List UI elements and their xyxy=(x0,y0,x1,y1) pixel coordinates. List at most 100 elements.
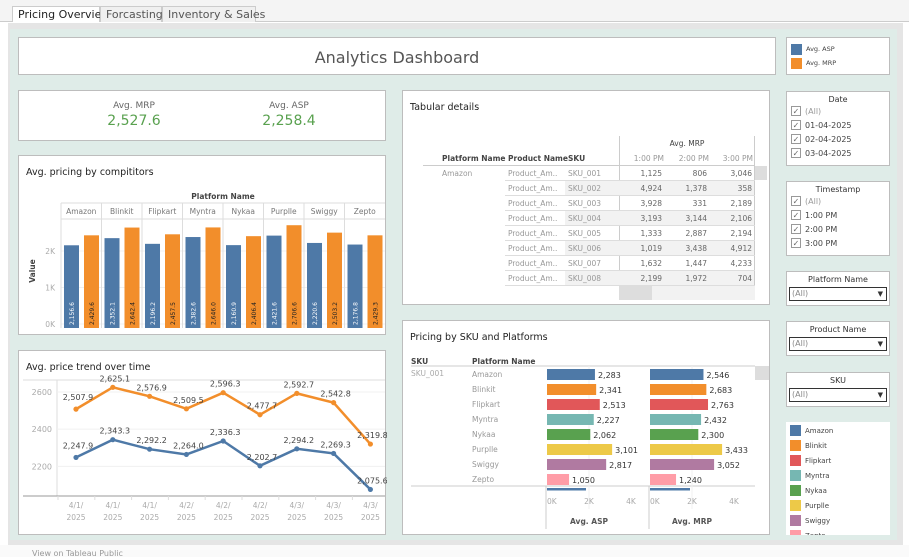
tab-forcasting[interactable]: Forcasting xyxy=(100,6,163,22)
data-label: 2,763 xyxy=(711,401,734,410)
competitor-pricing-chart: Avg. pricing by compititors Platform Nam… xyxy=(18,155,386,335)
data-point xyxy=(220,390,226,396)
table-row: Product_Am.. SKU_007 1,632 1,447 4,233 xyxy=(505,256,755,271)
legend-item[interactable]: Flipkart xyxy=(786,453,890,468)
scrollbar-vertical xyxy=(755,366,769,380)
data-point xyxy=(331,450,337,457)
bar-asp xyxy=(104,238,120,328)
bar xyxy=(547,459,607,470)
table-row: Product_Am.. SKU_008 2,199 1,972 704 xyxy=(505,271,755,286)
checkbox-checked-icon[interactable]: ✓ xyxy=(791,120,801,130)
x-tick-label: 2025 xyxy=(177,513,196,522)
data-point xyxy=(73,454,79,461)
sku-platform-chart: Pricing by SKU and Platforms SKU Platform… xyxy=(402,320,770,535)
filter-option[interactable]: ✓ 3:00 PM xyxy=(787,236,889,250)
checkbox-checked-icon[interactable]: ✓ xyxy=(791,134,801,144)
legend-item[interactable]: Swiggy xyxy=(786,513,890,528)
value-cell: 3,193 xyxy=(619,211,664,225)
sku-cell: SKU_002 xyxy=(565,181,619,195)
data-label: 2,406.4 xyxy=(251,302,258,325)
legend-item[interactable]: Myntra xyxy=(786,468,890,483)
header-label: Platform Name xyxy=(191,192,255,201)
data-label: 2,432 xyxy=(704,416,727,425)
x-tick-label: 4/2/ xyxy=(253,501,268,510)
dropdown-value: (All) xyxy=(792,390,809,399)
legend-item[interactable]: Amazon xyxy=(786,423,890,438)
value-cell: 4,924 xyxy=(619,181,664,195)
x-tick-label: 4/3/ xyxy=(363,501,378,510)
value-cell: 1,972 xyxy=(664,271,709,285)
checkbox-checked-icon[interactable]: ✓ xyxy=(791,224,801,234)
option-label: (All) xyxy=(805,196,822,206)
legend-item[interactable]: Purplle xyxy=(786,498,890,513)
checkbox-checked-icon[interactable]: ✓ xyxy=(791,148,801,158)
legend-label: Amazon xyxy=(805,426,834,435)
value-cell: 1,378 xyxy=(664,181,709,195)
filter-option[interactable]: ✓ 02-04-2025 xyxy=(787,132,889,146)
scrollbar-horizontal[interactable] xyxy=(619,286,755,300)
legend-item[interactable]: Blinkit xyxy=(786,438,890,453)
sku-label: SKU_001 xyxy=(411,369,444,378)
platform-label: Amazon xyxy=(472,370,503,379)
x-tick-label: 4/3/ xyxy=(326,501,341,510)
filter-option[interactable]: ✓ 2:00 PM xyxy=(787,222,889,236)
data-point xyxy=(367,441,373,447)
checkbox-checked-icon[interactable]: ✓ xyxy=(791,106,801,116)
data-label: 2,542.8 xyxy=(320,390,351,399)
x-tick-label: 2025 xyxy=(214,513,233,522)
checkbox-checked-icon[interactable]: ✓ xyxy=(791,210,801,220)
filter-option[interactable]: ✓ (All) xyxy=(787,104,889,118)
data-label: 2,196.2 xyxy=(150,302,157,325)
legend-item[interactable]: Zepto xyxy=(786,528,890,535)
kpi-value: 2,258.4 xyxy=(262,113,316,129)
swatch xyxy=(790,440,801,451)
value-cell: 1,019 xyxy=(619,241,664,255)
product-cell: Product_Am.. xyxy=(508,244,558,253)
x-tick-label: 2025 xyxy=(361,513,380,522)
x-tick-label: 2K xyxy=(687,497,698,506)
measure-legend: Avg. ASP Avg. MRP xyxy=(786,37,890,75)
tab-inventory-sales[interactable]: Inventory & Sales xyxy=(162,6,265,22)
scrollbar-vertical[interactable] xyxy=(755,166,767,180)
product-cell: Product_Am.. xyxy=(508,259,558,268)
timestamp-filter: Timestamp ✓ (All) ✓ 1:00 PM ✓ 2:00 PM ✓ 3:00 PM xyxy=(786,181,890,256)
data-label: 2,457.5 xyxy=(170,302,177,325)
checkbox-checked-icon[interactable]: ✓ xyxy=(791,196,801,206)
filter-option[interactable]: ✓ 1:00 PM xyxy=(787,208,889,222)
sku-dropdown[interactable]: (All) ▼ xyxy=(789,388,887,402)
tab-pricing-overview[interactable]: Pricing Overview xyxy=(12,6,110,22)
chevron-down-icon: ▼ xyxy=(877,391,883,399)
filter-option[interactable]: ✓ 03-04-2025 xyxy=(787,146,889,160)
dashboard-title: Analytics Dashboard xyxy=(314,48,480,67)
product-dropdown[interactable]: (All) ▼ xyxy=(789,337,887,351)
line-chart-svg: 2200 2400 2600 4/1/2025 4/1/2025 4/1/2025 4/2/… xyxy=(23,374,387,522)
bar-partial xyxy=(547,488,586,491)
data-label: 2,220.6 xyxy=(312,302,319,325)
data-label: 3,101 xyxy=(615,446,638,455)
filter-option[interactable]: ✓ 01-04-2025 xyxy=(787,118,889,132)
bar xyxy=(650,399,709,410)
swatch xyxy=(790,515,801,526)
data-label: 1,050 xyxy=(572,476,595,485)
measure-header: Avg. MRP xyxy=(669,139,705,148)
swatch xyxy=(790,455,801,466)
y-tick-label: 1K xyxy=(45,284,56,293)
view-on-tableau-link[interactable]: View on Tableau Public xyxy=(32,549,123,557)
y-tick-label: 2K xyxy=(45,247,56,256)
checkbox-checked-icon[interactable]: ✓ xyxy=(791,238,801,248)
legend-item[interactable]: Nykaa xyxy=(786,483,890,498)
x-tick-label: 2025 xyxy=(287,513,306,522)
platform-label: Zepto xyxy=(472,475,494,484)
sheet-tabs: Pricing Overview Forcasting Inventory & … xyxy=(0,0,909,22)
x-axis-title: Avg. MRP xyxy=(672,517,712,526)
platform-label: Swiggy xyxy=(472,460,500,469)
data-point xyxy=(183,406,189,412)
bar xyxy=(547,414,594,425)
swatch xyxy=(790,470,801,481)
date-filter: Date ✓ (All) ✓ 01-04-2025 ✓ 02-04-2025 ✓ 03-04-… xyxy=(786,91,890,166)
platform-dropdown[interactable]: (All) ▼ xyxy=(789,287,887,301)
filter-option[interactable]: ✓ (All) xyxy=(787,194,889,208)
platform-label: Flipkart xyxy=(148,207,176,216)
table-row: Product_Am.. SKU_002 4,924 1,378 358 xyxy=(505,181,755,196)
title-card: Analytics Dashboard xyxy=(18,37,776,75)
